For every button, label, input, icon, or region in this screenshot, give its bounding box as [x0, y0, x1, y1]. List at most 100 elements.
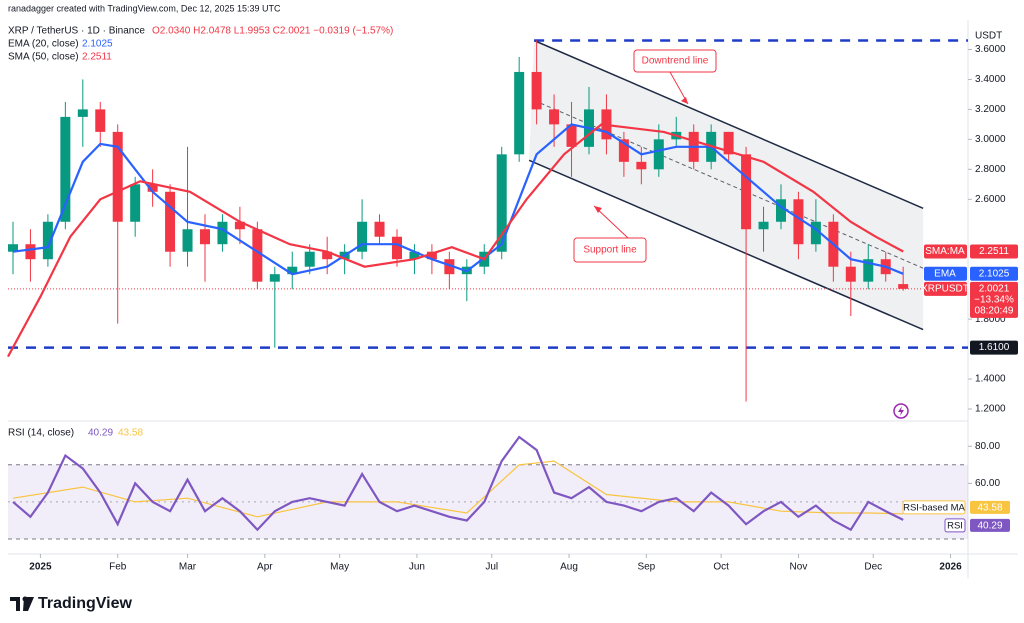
candle-body: [287, 266, 298, 275]
trend-line: [533, 99, 924, 269]
y-tick-label: 3.4000: [975, 74, 1006, 85]
candle-body: [60, 116, 71, 222]
candle-body: [374, 221, 385, 237]
y-tick-label: 2.8000: [975, 164, 1006, 175]
x-tick-label: Jul: [485, 562, 498, 573]
price-tag-extra: 08:20:49: [975, 305, 1014, 316]
rsi-tag-label: RSI-based MA: [903, 502, 965, 513]
legend-value: 43.58: [118, 428, 143, 439]
candle-body: [863, 259, 874, 282]
x-tick-label: 2026: [939, 562, 962, 573]
rsi-tag: 43.58: [977, 502, 1002, 513]
annotation-arrow: [593, 205, 629, 239]
brand: TradingView: [38, 595, 133, 612]
candle-body: [357, 221, 368, 252]
price-tag-label: XRPUSDT: [921, 283, 969, 294]
candle-body: [793, 199, 804, 245]
channel-fill: [529, 40, 924, 330]
price-tag: 2.1025: [979, 268, 1010, 279]
candle-body: [252, 229, 263, 282]
rsi-tag-label-box: [902, 500, 966, 515]
horizontal-line-tag-box: [970, 340, 1018, 355]
annotation-arrowhead: [594, 206, 602, 213]
price-tag: 2.2511: [979, 246, 1009, 257]
symbol: XRP / TetherUS · 1D · Binance: [8, 26, 145, 37]
rsi-line: [12, 460, 904, 518]
candle-body: [514, 71, 525, 155]
y-tick-label: 60.00: [975, 478, 1000, 489]
alert-icon[interactable]: [893, 403, 909, 419]
candle-body: [322, 251, 333, 260]
rsi-tag-box: [970, 518, 1010, 532]
candle-body: [25, 244, 36, 260]
candle-body: [775, 199, 786, 222]
candle-body: [758, 221, 769, 230]
annotation-box: [573, 237, 647, 263]
candle-body: [653, 139, 664, 170]
price-tag-box: [970, 266, 1018, 281]
candle-body: [496, 154, 507, 252]
price-tag-label-box: [924, 281, 967, 296]
y-tick-label: 3.0000: [975, 134, 1006, 145]
candle-body: [217, 221, 228, 245]
logo-dot: [22, 596, 28, 602]
y-tick-label: 1.8000: [975, 314, 1006, 325]
candle-body: [77, 109, 88, 117]
x-tick-label: Apr: [257, 562, 273, 573]
candle-body: [147, 184, 158, 192]
rsi-tag-label: RSI: [947, 520, 963, 531]
rsi-tag: 40.29: [977, 521, 1002, 532]
annotation: Downtrend line: [642, 56, 709, 67]
candle-body: [7, 244, 18, 252]
x-tick-label: 2025: [29, 562, 52, 573]
credit: ranadagger created with TradingView.com,…: [8, 3, 281, 13]
candle-body: [845, 266, 856, 282]
candle-body: [898, 284, 909, 289]
candle-body: [269, 274, 280, 282]
candle-body: [42, 221, 53, 260]
x-tick-label: Sep: [637, 562, 655, 573]
candle-body: [95, 109, 106, 132]
candle-body: [130, 184, 141, 222]
candle-body: [199, 229, 210, 245]
candle-body: [444, 259, 455, 275]
y-tick-label: 2.6000: [975, 194, 1006, 205]
price-tag-label-box: [924, 266, 967, 281]
x-tick-label: May: [330, 562, 349, 573]
price-tag-box: [970, 244, 1018, 259]
y-tick-label: 1.4000: [975, 374, 1006, 385]
candle-body: [810, 221, 821, 245]
legend-value: 40.29: [88, 428, 113, 439]
x-tick-label: Mar: [179, 562, 197, 573]
x-tick-label: Oct: [713, 562, 729, 573]
annotation-box: [633, 49, 717, 73]
legend-name: SMA (50, close): [8, 52, 79, 63]
currency: USDT: [975, 31, 1002, 42]
y-tick-label: 3.6000: [975, 44, 1006, 55]
rsi-tag-label-box: [944, 518, 966, 533]
moving-average: [7, 123, 904, 358]
x-tick-label: Feb: [109, 562, 127, 573]
x-tick-label: Jun: [409, 562, 425, 573]
trend-line: [528, 159, 924, 331]
logo-mark: [10, 597, 34, 611]
legend-value: 2.1025: [82, 39, 113, 50]
legend-name: EMA (20, close): [8, 39, 79, 50]
alert-icon-bolt: [898, 406, 904, 416]
candle-body: [618, 139, 629, 162]
x-tick-label: Nov: [790, 562, 808, 573]
annotation: Support line: [583, 245, 637, 256]
candle-body: [234, 221, 245, 230]
price-tag-extra: −13.34%: [974, 294, 1014, 305]
price-tag-label: EMA: [934, 268, 956, 279]
x-tick-label: Dec: [864, 562, 882, 573]
candle-body: [741, 154, 752, 230]
x-tick-label: Aug: [560, 562, 578, 573]
rsi-line: [12, 435, 904, 532]
price-tag-label-box: [924, 244, 967, 259]
y-tick-label: 3.2000: [975, 104, 1006, 115]
candle-body: [723, 131, 734, 155]
y-tick-label: 1.2000: [975, 404, 1006, 415]
annotation-arrowhead: [681, 97, 688, 104]
